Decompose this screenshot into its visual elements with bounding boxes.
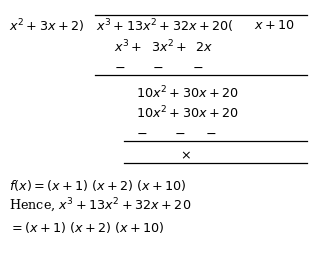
Text: $10x^2+30x+20$: $10x^2+30x+20$ (136, 85, 239, 102)
Text: Hence, $x^3+13x^2+32x+20$: Hence, $x^3+13x^2+32x+20$ (9, 197, 192, 215)
Text: $x+10$: $x+10$ (254, 19, 295, 32)
Text: $-\qquad-\qquad-$: $-\qquad-\qquad-$ (114, 61, 203, 74)
Text: $\it{f}(x) = (x+1)\;(x+2)\;(x+10)$: $\it{f}(x) = (x+1)\;(x+2)\;(x+10)$ (9, 178, 187, 193)
Text: $=(x+1)\;(x+2)\;(x+10)$: $=(x+1)\;(x+2)\;(x+10)$ (9, 220, 164, 235)
Text: $x^3+\;\;3x^2+\;\;2x$: $x^3+\;\;3x^2+\;\;2x$ (114, 38, 213, 55)
Text: $10x^2+30x+20$: $10x^2+30x+20$ (136, 105, 239, 121)
Text: $x^3+13x^2+32x+20($: $x^3+13x^2+32x+20($ (95, 17, 233, 35)
Text: $-\qquad-\quad\;-$: $-\qquad-\quad\;-$ (136, 127, 217, 140)
Text: $x^2+3x+2)$: $x^2+3x+2)$ (9, 17, 85, 35)
Text: $\times$: $\times$ (180, 149, 191, 162)
